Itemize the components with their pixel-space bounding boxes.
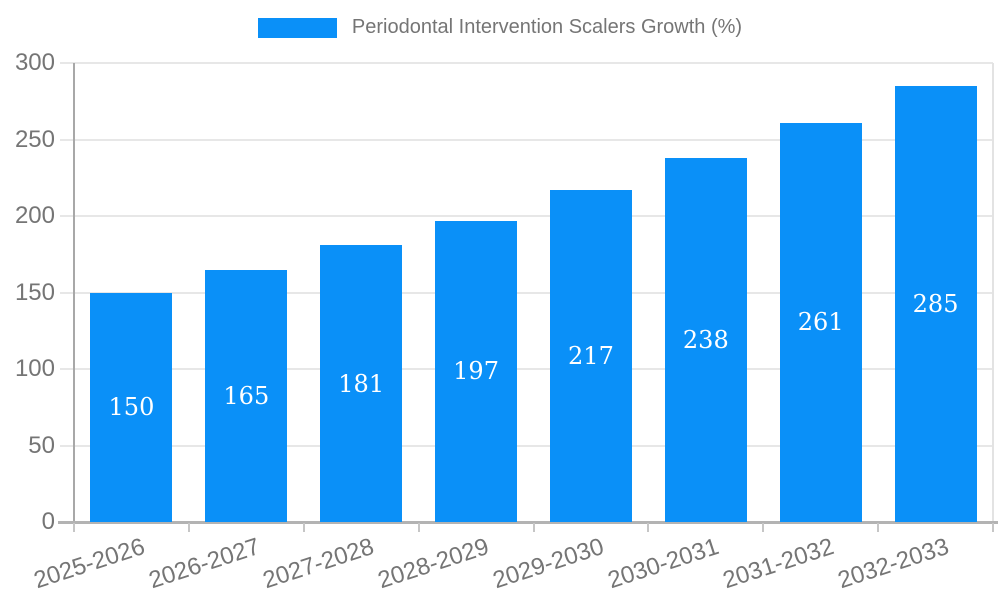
bar-2027-2028: 181	[320, 245, 403, 522]
y-tick-label: 200	[14, 202, 55, 229]
bar-value-label: 181	[338, 369, 385, 398]
x-tick	[302, 523, 305, 532]
x-tick	[417, 523, 420, 532]
bar-2030-2031: 238	[664, 157, 747, 522]
gridline-y-200	[60, 215, 993, 217]
x-axis-label: 2032-2033	[834, 533, 952, 595]
bar-value-label: 197	[453, 357, 499, 386]
x-axis-label: 2030-2031	[604, 533, 723, 595]
x-axis-label: 2029-2030	[489, 533, 608, 595]
y-tick-label: 100	[14, 355, 55, 382]
bar-value-label: 217	[568, 341, 614, 370]
bar-value-label: 261	[797, 308, 844, 337]
plot-right-border	[992, 63, 994, 531]
gridline-y-50	[60, 444, 993, 447]
y-tick-label: 0	[41, 508, 55, 535]
bar-value-label: 285	[912, 289, 959, 318]
x-tick	[992, 523, 994, 532]
legend-label: Periodontal Intervention Scalers Growth …	[351, 16, 743, 38]
bar-2032-2033: 285	[894, 85, 977, 522]
x-axis-label: 2026-2027	[145, 533, 263, 595]
bar-value-label: 150	[108, 393, 155, 422]
x-tick	[762, 523, 765, 532]
y-tick-label: 150	[14, 278, 55, 306]
x-axis-line	[58, 521, 998, 524]
gridline-y-100	[60, 368, 993, 370]
bar-value-label: 238	[682, 325, 729, 354]
gridline-y-150	[60, 291, 993, 294]
bar-value-label: 165	[223, 381, 270, 410]
legend-swatch-icon	[257, 17, 337, 38]
x-tick	[73, 523, 75, 532]
x-tick	[187, 523, 190, 532]
y-tick-label: 300	[14, 49, 55, 76]
y-tick-label: 50	[28, 431, 55, 459]
y-axis-line	[73, 63, 75, 522]
bar-2026-2027: 165	[205, 269, 288, 522]
x-tick	[647, 523, 650, 532]
x-axis-label: 2027-2028	[260, 533, 378, 595]
x-axis-label: 2025-2026	[30, 533, 148, 595]
x-axis-label: 2031-2032	[719, 533, 838, 595]
x-tick	[877, 523, 880, 532]
gridline-y-250	[60, 138, 993, 141]
legend[interactable]: Periodontal Intervention Scalers Growth …	[0, 16, 1000, 39]
y-tick-label: 250	[14, 125, 55, 153]
bar-2028-2029: 197	[435, 220, 518, 522]
bar-2029-2030: 217	[549, 189, 632, 522]
bar-2031-2032: 261	[779, 122, 862, 522]
gridline-y-300	[60, 62, 993, 64]
bar-2025-2026: 150	[90, 292, 173, 522]
x-axis-label: 2028-2029	[374, 533, 493, 595]
x-tick	[532, 523, 535, 532]
